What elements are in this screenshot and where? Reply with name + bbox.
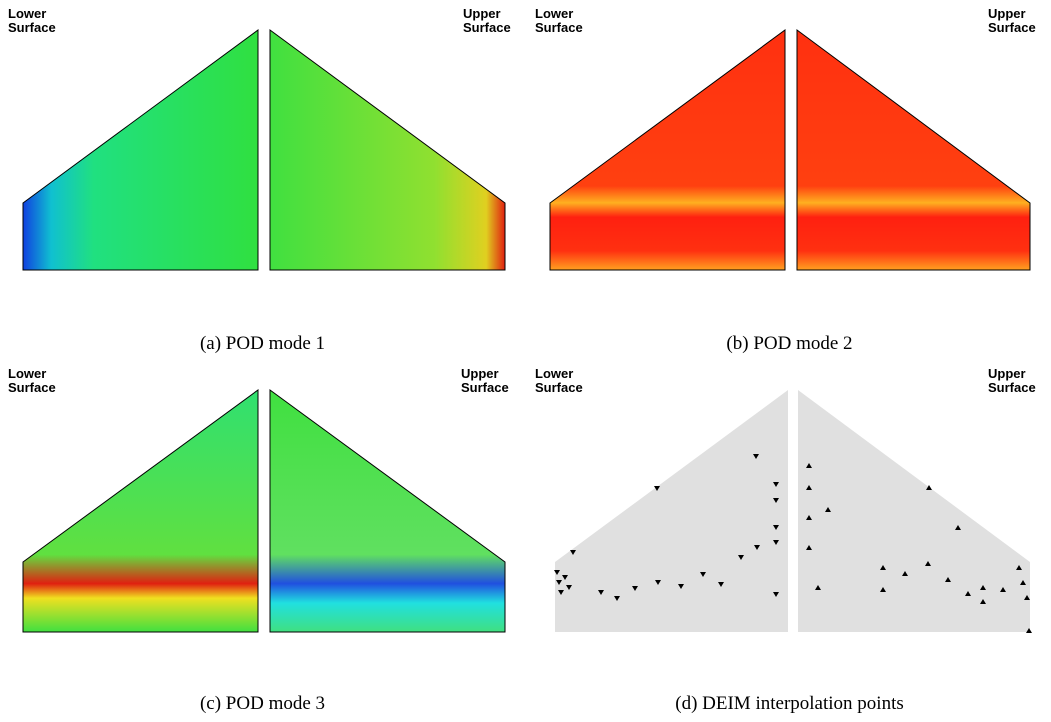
panel-d	[555, 390, 1030, 632]
panel-b	[549, 29, 1031, 271]
subfigure-caption: (a) POD mode 1	[199, 333, 326, 354]
subfigure-caption: (d) DEIM interpolation points	[675, 693, 904, 714]
upper-surface-label: Upper Surface	[988, 6, 1036, 35]
lower-surface-label: Lower Surface	[535, 6, 583, 35]
lower-surface-label: Lower Surface	[8, 366, 56, 395]
upper-wing	[269, 29, 506, 271]
lower-wing	[549, 29, 786, 271]
upper-wing	[798, 390, 1030, 632]
panel-a	[22, 29, 506, 271]
upper-surface-label: Upper Surface	[988, 366, 1036, 395]
lower-surface-label: Lower Surface	[8, 6, 56, 35]
upper-surface-label: Upper Surface	[461, 366, 509, 395]
subfigure-caption: (b) POD mode 2	[726, 333, 853, 354]
upper-wing	[269, 389, 506, 633]
lower-wing	[22, 29, 259, 271]
lower-wing	[555, 390, 788, 632]
lower-surface-label: Lower Surface	[535, 366, 583, 395]
subfigure-caption: (c) POD mode 3	[199, 693, 326, 714]
upper-wing	[796, 29, 1031, 271]
upper-surface-label: Upper Surface	[463, 6, 511, 35]
lower-wing	[22, 389, 259, 633]
panel-c	[22, 389, 506, 633]
